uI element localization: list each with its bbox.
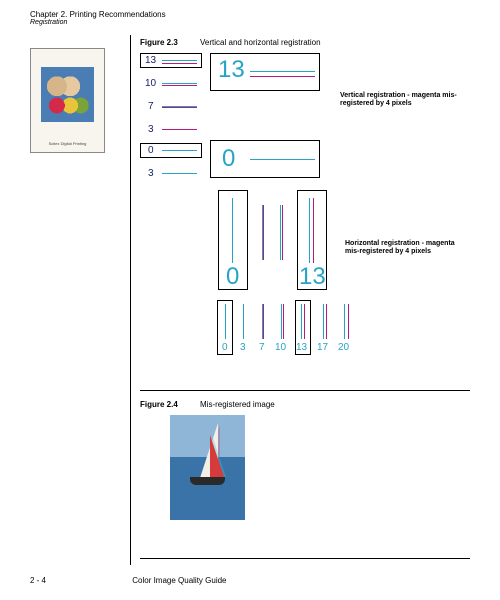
hreg-mid2m xyxy=(282,205,283,260)
vreg-0: 0 xyxy=(148,145,154,156)
vreg-big-0: 0 xyxy=(222,145,235,173)
hreg-13-c xyxy=(309,198,310,263)
vreg-line-13m xyxy=(162,63,197,64)
vreg-big-13-c xyxy=(250,71,315,72)
scale-13-c xyxy=(301,304,302,339)
doc-title: Color Image Quality Guide xyxy=(132,576,226,585)
hreg-annotation: Horizontal registration - magenta mis-re… xyxy=(345,240,465,257)
page-number: 2 - 4 xyxy=(30,576,130,585)
chapter-line: Chapter 2. Printing Recommendations xyxy=(30,10,166,19)
scale-7: 7 xyxy=(259,342,265,353)
scale-0: 0 xyxy=(222,342,228,353)
vreg-annotation: Vertical registration - magenta mis-regi… xyxy=(340,92,460,109)
vreg-7: 7 xyxy=(148,101,154,112)
scale-10: 10 xyxy=(275,342,286,353)
scale-3: 3 xyxy=(240,342,246,353)
scale-20: 20 xyxy=(338,342,349,353)
scale-13-m xyxy=(304,304,305,339)
vreg-big-13-m xyxy=(250,76,315,77)
hreg-mid1m xyxy=(263,205,264,260)
vreg-13: 13 xyxy=(145,55,156,66)
vreg-big-0-c xyxy=(250,159,315,160)
vreg-line-13c xyxy=(162,60,197,61)
vreg-big-13: 13 xyxy=(218,56,245,84)
hreg-big-0: 0 xyxy=(226,263,239,291)
vreg-10: 10 xyxy=(145,78,156,89)
figure-2-4-label: Figure 2.4 Mis-registered image xyxy=(140,400,275,409)
vreg-3: 3 xyxy=(148,124,154,135)
scale-10-m xyxy=(283,304,284,339)
vreg-line-10m xyxy=(162,85,197,86)
scale-10-c xyxy=(281,304,282,339)
hreg-0-c xyxy=(232,198,233,263)
vertical-rule xyxy=(130,35,131,565)
figure-2-3-label: Figure 2.3 Vertical and horizontal regis… xyxy=(140,38,321,47)
page-header: Chapter 2. Printing Recommendations Regi… xyxy=(30,10,166,26)
section-line: Registration xyxy=(30,19,166,26)
hreg-mid2 xyxy=(280,205,281,260)
sailboat-thumb xyxy=(170,415,245,520)
vreg-line-3m xyxy=(162,129,197,130)
page-footer: 2 - 4 Color Image Quality Guide xyxy=(30,576,227,585)
figure-2-3-num: Figure 2.3 xyxy=(140,38,178,47)
figure-2-4-num: Figure 2.4 xyxy=(140,400,178,409)
scale-13: 13 xyxy=(296,342,307,353)
scale-7-m xyxy=(263,304,264,339)
vreg-3b: 3 xyxy=(148,168,154,179)
scale-20-c xyxy=(344,304,345,339)
scale-17-m xyxy=(326,304,327,339)
thumbnail-1: Scitex Digital Printing xyxy=(30,48,105,153)
figure-2-4-title: Mis-registered image xyxy=(200,400,275,409)
hreg-13-m xyxy=(313,198,314,263)
scale-17: 17 xyxy=(317,342,328,353)
vreg-line-7m xyxy=(162,107,197,108)
thumb1-caption: Scitex Digital Printing xyxy=(31,141,104,146)
scale-17-c xyxy=(323,304,324,339)
figure-2-3-title: Vertical and horizontal registration xyxy=(200,38,321,47)
vreg-line-0c xyxy=(162,150,197,151)
scale-20-m xyxy=(348,304,349,339)
scale-3-c xyxy=(243,304,244,339)
hreg-big-13: 13 xyxy=(299,263,326,291)
divider-1 xyxy=(140,390,470,391)
divider-2 xyxy=(140,558,470,559)
scale-0-c xyxy=(225,304,226,339)
vreg-line-10c xyxy=(162,83,197,84)
vreg-line-3bc xyxy=(162,173,197,174)
